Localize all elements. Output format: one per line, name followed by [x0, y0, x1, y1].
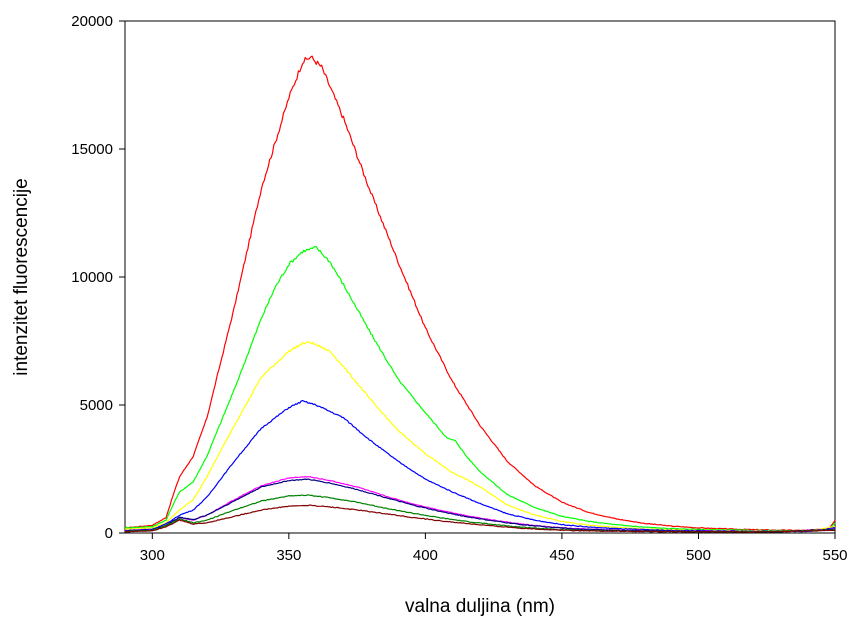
x-tick-label: 350	[276, 547, 301, 564]
y-tick-label: 0	[105, 525, 113, 542]
y-tick-label: 15000	[71, 141, 113, 158]
y-tick-label: 5000	[80, 397, 113, 414]
x-tick-label: 550	[822, 547, 847, 564]
series-line-1	[124, 55, 836, 532]
series-line-8	[124, 504, 835, 534]
series-line-2	[124, 246, 836, 532]
x-tick-label: 450	[549, 547, 574, 564]
y-axis: 0 5000 10000 15000 20000	[71, 13, 125, 542]
x-axis-title: valna duljina (nm)	[405, 596, 555, 617]
y-axis-title: intenzitet fluorescencije	[11, 178, 32, 376]
x-tick-label: 500	[686, 547, 711, 564]
x-axis: 300 350 400 450 500 550	[140, 533, 848, 564]
x-tick-label: 300	[140, 547, 165, 564]
y-tick-label: 20000	[71, 13, 113, 30]
series-layer	[124, 55, 836, 534]
x-tick-label: 400	[413, 547, 438, 564]
y-tick-label: 10000	[71, 269, 113, 286]
plot-frame	[124, 20, 836, 534]
